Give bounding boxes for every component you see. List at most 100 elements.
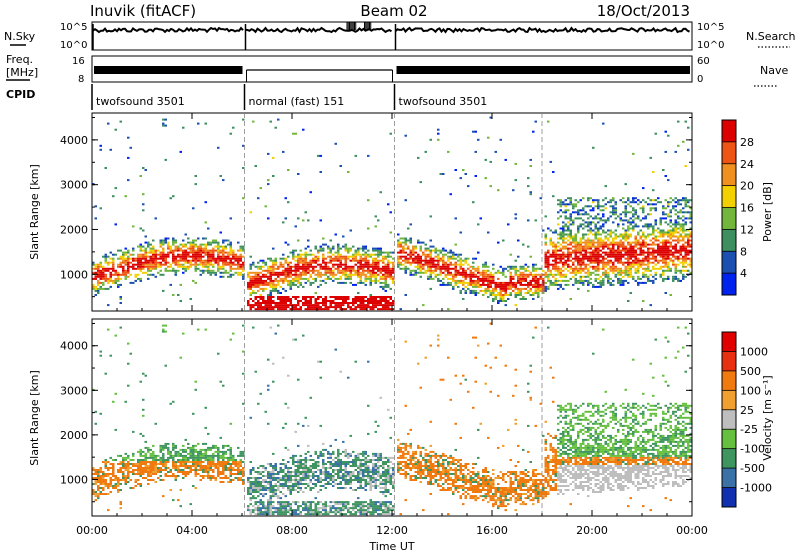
power-cell <box>104 257 107 260</box>
power-cell <box>454 281 457 284</box>
power-cell <box>389 275 392 278</box>
power-cell <box>109 277 112 280</box>
power-cell <box>687 235 690 238</box>
power-cell <box>184 269 187 272</box>
power-cell <box>664 263 667 266</box>
power-cell <box>317 251 320 254</box>
power-cell <box>594 251 597 254</box>
power-cell <box>337 257 340 260</box>
velocity-cell <box>187 461 190 463</box>
power-cell <box>187 251 190 254</box>
power-cell <box>259 308 262 311</box>
power-cell <box>594 257 597 260</box>
power-cell <box>499 292 502 294</box>
power-cell <box>172 259 175 262</box>
velocity-cell <box>202 475 205 477</box>
power-cell <box>254 292 257 294</box>
power-cell <box>277 283 280 286</box>
power-cell <box>367 253 370 256</box>
power-cell <box>617 225 620 228</box>
power-cell <box>607 229 610 232</box>
velocity-cell <box>162 456 165 459</box>
power-cell <box>297 253 300 256</box>
velocity-cell <box>174 444 177 447</box>
power-cell <box>164 237 167 240</box>
velocity-cell <box>254 483 257 485</box>
power-cell <box>574 211 577 214</box>
power-cell <box>184 255 187 258</box>
velocity-cell <box>167 452 170 455</box>
power-cell <box>584 263 587 266</box>
power-cell <box>407 245 410 248</box>
power-cell <box>534 283 537 286</box>
velocity-cell <box>144 456 147 459</box>
power-cell <box>387 255 390 258</box>
power-cell <box>564 233 567 236</box>
power-cell <box>229 245 232 248</box>
power-cell <box>287 169 290 171</box>
velocity-cell <box>232 479 235 481</box>
power-cell <box>402 251 405 254</box>
power-cell <box>664 217 667 220</box>
power-cell <box>549 243 552 246</box>
power-cell <box>554 277 557 280</box>
velocity-cell <box>179 454 182 457</box>
power-cell <box>422 267 425 270</box>
nsky-label: N.Sky <box>4 30 36 43</box>
power-cell <box>607 279 610 282</box>
velocity-cell <box>247 487 250 489</box>
power-cell <box>554 281 557 284</box>
power-cell <box>119 302 122 304</box>
power-cell <box>627 257 630 260</box>
power-cell <box>409 239 412 242</box>
power-cell <box>622 219 625 222</box>
power-cell <box>639 253 642 256</box>
velocity-cell <box>114 392 117 395</box>
velocity-cell <box>259 499 262 502</box>
power-cell <box>677 239 680 242</box>
power-cell <box>294 255 297 258</box>
velocity-cell <box>94 479 97 481</box>
velocity-cell <box>254 497 257 500</box>
velocity-cell <box>139 448 142 451</box>
power-cell <box>107 287 110 290</box>
power-cell <box>339 265 342 268</box>
power-cell <box>139 247 142 250</box>
power-cell <box>489 283 492 286</box>
power-cell <box>279 271 282 274</box>
power-cell <box>189 263 192 266</box>
power-cell <box>607 271 610 274</box>
power-cell <box>617 215 620 218</box>
power-cell <box>387 273 390 276</box>
power-cell <box>222 261 225 264</box>
power-cell <box>547 279 550 282</box>
power-cell <box>137 261 140 264</box>
velocity-cell <box>152 461 155 463</box>
power-cell <box>497 283 500 286</box>
power-cell <box>594 227 597 230</box>
power-cell <box>382 296 385 298</box>
power-cell <box>612 197 615 200</box>
power-cell <box>382 261 385 264</box>
power-cell <box>564 209 567 212</box>
power-cell <box>664 259 667 262</box>
power-cell <box>532 285 535 288</box>
power-cell <box>222 179 225 182</box>
power-cell <box>399 241 402 244</box>
power-cell <box>439 273 442 276</box>
velocity-cell <box>142 473 145 475</box>
power-cell <box>217 267 220 270</box>
power-cell <box>674 245 677 248</box>
velocity-cell <box>154 471 157 473</box>
velocity-cell <box>242 469 245 471</box>
velocity-cell <box>262 495 265 498</box>
power-cell <box>299 249 302 252</box>
velocity-cell <box>177 461 180 463</box>
power-cell <box>632 247 635 250</box>
velocity-cell <box>189 469 192 471</box>
power-cell <box>567 263 570 266</box>
power-cell <box>337 253 340 256</box>
power-cell <box>407 247 410 250</box>
velocity-cell <box>259 465 262 467</box>
power-cell <box>379 275 382 278</box>
